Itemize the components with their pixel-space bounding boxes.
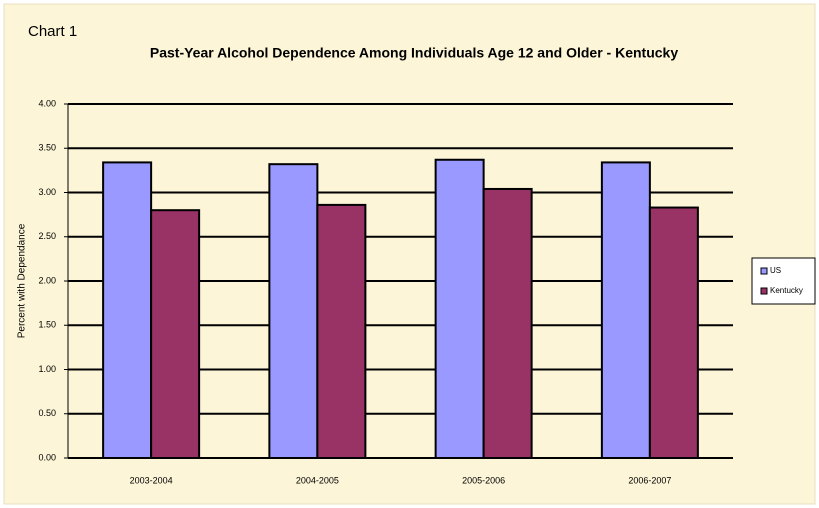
bar <box>482 187 533 460</box>
y-tick-label: 3.50 <box>38 143 56 153</box>
y-tick-label: 4.00 <box>38 98 56 108</box>
legend <box>751 257 816 305</box>
y-tick-label: 1.00 <box>38 364 56 374</box>
legend-swatch <box>760 287 768 295</box>
y-tick-label: 0.50 <box>38 408 56 418</box>
legend-swatch <box>760 267 768 275</box>
bar <box>434 158 485 459</box>
legend-label: Kentucky <box>770 286 803 295</box>
bar <box>600 161 651 459</box>
y-tick-label: 2.00 <box>38 275 56 285</box>
y-tick-label: 3.00 <box>38 187 56 197</box>
y-tick-label: 0.00 <box>38 452 56 462</box>
y-tick-label: 2.50 <box>38 231 56 241</box>
bar <box>150 209 201 459</box>
x-tick-label: 2004-2005 <box>296 475 339 485</box>
chart-title: Past-Year Alcohol Dependence Among Indiv… <box>150 45 678 61</box>
y-tick-label: 1.50 <box>38 320 56 330</box>
bar <box>268 163 319 459</box>
y-axis-label: Percent with Dependance <box>17 223 28 338</box>
chart-label: Chart 1 <box>28 23 77 40</box>
bar <box>316 203 367 459</box>
x-tick-label: 2006-2007 <box>628 475 671 485</box>
bar <box>102 161 153 459</box>
bar <box>648 206 699 459</box>
x-tick-label: 2005-2006 <box>462 475 505 485</box>
x-tick-label: 2003-2004 <box>130 475 173 485</box>
legend-label: US <box>770 266 781 275</box>
